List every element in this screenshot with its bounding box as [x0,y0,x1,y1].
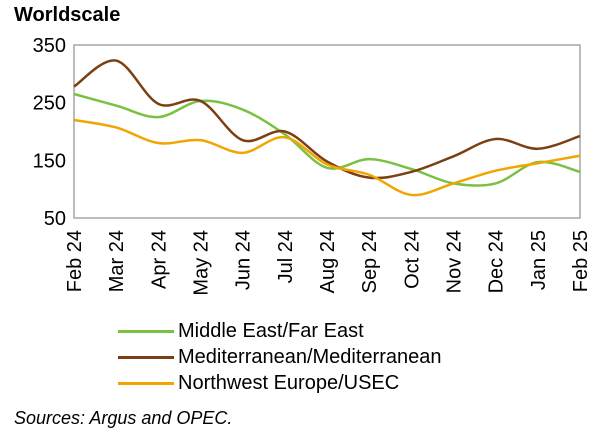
legend: Middle East/Far East Mediterranean/Medit… [118,318,442,396]
plot-area-border [73,44,581,219]
x-tick-label: Feb 24 [64,230,86,292]
series-northwest-europe-usec [73,118,581,197]
y-tick-label: 350 [33,35,66,57]
y-tick-label: 50 [44,208,66,230]
legend-label: Northwest Europe/USEC [178,371,400,394]
series-lines [73,59,581,197]
x-tick-label: Oct 24 [401,230,423,289]
x-tick-label: Jan 25 [528,230,550,290]
series-mediterranean [73,59,581,180]
y-tick-label: 250 [33,93,66,115]
y-axis: 50 150 250 350 [33,35,66,230]
legend-swatch-mediterranean [118,355,174,359]
x-tick-label: Jun 24 [233,230,255,290]
legend-label: Middle East/Far East [178,319,364,342]
x-axis: Feb 24 Mar 24 Apr 24 May 24 Jun 24 Jul 24 Aug … [64,230,592,296]
chart-title: Worldscale [14,4,121,26]
legend-label: Mediterranean/Mediterranean [178,345,442,368]
y-tick-label: 150 [33,150,66,172]
legend-item: Middle East/Far East [118,318,442,344]
x-tick-label: May 24 [191,230,213,296]
x-tick-label: Jul 24 [275,230,297,283]
x-tick-label: Nov 24 [444,230,466,293]
source-note: Sources: Argus and OPEC. [14,408,233,428]
legend-item: Mediterranean/Mediterranean [118,344,442,370]
legend-swatch-middle-east [118,329,174,333]
legend-swatch-northwest-europe [118,381,174,385]
x-tick-label: Dec 24 [486,230,508,293]
x-tick-label: Mar 24 [106,230,128,292]
x-tick-label: Aug 24 [317,230,339,293]
x-tick-label: Apr 24 [148,230,170,289]
x-tick-label: Sep 24 [359,230,381,293]
x-tick-label: Feb 25 [570,230,592,292]
legend-item: Northwest Europe/USEC [118,370,442,396]
series-middle-east-far-east [73,92,581,187]
